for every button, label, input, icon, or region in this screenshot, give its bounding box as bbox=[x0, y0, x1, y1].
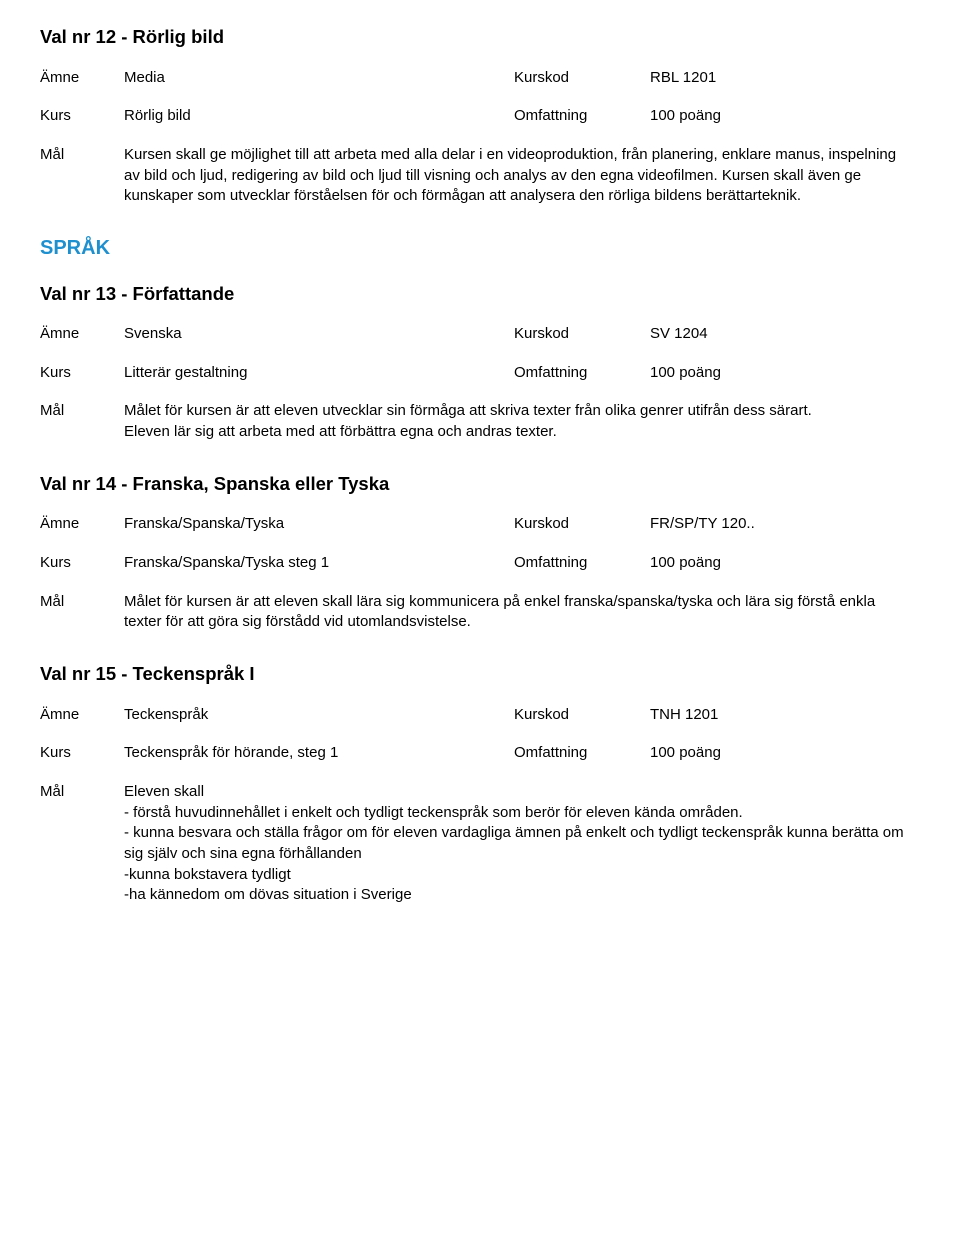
mal-row: Mål Målet för kursen är att eleven skall… bbox=[40, 592, 920, 633]
mal-content: Målet för kursen är att eleven utvecklar… bbox=[124, 401, 920, 442]
mal-content: Kursen skall ge möjlighet till att arbet… bbox=[124, 145, 920, 207]
omfattning-label: Omfattning bbox=[514, 553, 650, 574]
mal-row: Mål Eleven skall - förstå huvudinnehålle… bbox=[40, 782, 920, 906]
mal-text: Eleven lär sig att arbeta med att förbät… bbox=[124, 422, 916, 443]
kurskod-label: Kurskod bbox=[514, 705, 650, 726]
val-title: Val nr 12 - Rörlig bild bbox=[40, 24, 920, 50]
kurs-label: Kurs bbox=[40, 553, 124, 574]
subject-row: Ämne Svenska Kurskod SV 1204 bbox=[40, 324, 920, 345]
mal-text: Eleven skall bbox=[124, 782, 916, 803]
kurs-label: Kurs bbox=[40, 363, 124, 384]
mal-text: Målet för kursen är att eleven utvecklar… bbox=[124, 401, 916, 422]
mal-label: Mål bbox=[40, 401, 124, 442]
subject-value: Media bbox=[124, 68, 514, 89]
subject-row: Ämne Franska/Spanska/Tyska Kurskod FR/SP… bbox=[40, 514, 920, 535]
mal-row: Mål Kursen skall ge möjlighet till att a… bbox=[40, 145, 920, 207]
mal-label: Mål bbox=[40, 782, 124, 906]
course-row: Kurs Franska/Spanska/Tyska steg 1 Omfatt… bbox=[40, 553, 920, 574]
mal-text: -kunna bokstavera tydligt bbox=[124, 865, 916, 886]
kurskod-label: Kurskod bbox=[514, 68, 650, 89]
kurskod-value: FR/SP/TY 120.. bbox=[650, 514, 920, 535]
course-name: Rörlig bild bbox=[124, 106, 514, 127]
val-title: Val nr 13 - Författande bbox=[40, 281, 920, 307]
mal-content: Eleven skall - förstå huvudinnehållet i … bbox=[124, 782, 920, 906]
amne-label: Ämne bbox=[40, 68, 124, 89]
kurskod-value: TNH 1201 bbox=[650, 705, 920, 726]
course-name: Franska/Spanska/Tyska steg 1 bbox=[124, 553, 514, 574]
omfattning-label: Omfattning bbox=[514, 106, 650, 127]
kurs-label: Kurs bbox=[40, 743, 124, 764]
scope-value: 100 poäng bbox=[650, 363, 920, 384]
mal-text: Målet för kursen är att eleven skall lär… bbox=[124, 592, 916, 633]
course-row: Kurs Rörlig bild Omfattning 100 poäng bbox=[40, 106, 920, 127]
course-row: Kurs Litterär gestaltning Omfattning 100… bbox=[40, 363, 920, 384]
scope-value: 100 poäng bbox=[650, 106, 920, 127]
course-name: Teckenspråk för hörande, steg 1 bbox=[124, 743, 514, 764]
scope-value: 100 poäng bbox=[650, 743, 920, 764]
section-sprak: SPRÅK bbox=[40, 235, 920, 263]
subject-value: Franska/Spanska/Tyska bbox=[124, 514, 514, 535]
kurskod-label: Kurskod bbox=[514, 324, 650, 345]
amne-label: Ämne bbox=[40, 514, 124, 535]
mal-row: Mål Målet för kursen är att eleven utvec… bbox=[40, 401, 920, 442]
kurs-label: Kurs bbox=[40, 106, 124, 127]
val-title: Val nr 14 - Franska, Spanska eller Tyska bbox=[40, 471, 920, 497]
mal-text: -ha kännedom om dövas situation i Sverig… bbox=[124, 885, 916, 906]
mal-text: - förstå huvudinnehållet i enkelt och ty… bbox=[124, 803, 916, 824]
kurskod-value: RBL 1201 bbox=[650, 68, 920, 89]
course-name: Litterär gestaltning bbox=[124, 363, 514, 384]
kurskod-value: SV 1204 bbox=[650, 324, 920, 345]
course-block: Val nr 13 - Författande Ämne Svenska Kur… bbox=[40, 281, 920, 443]
mal-label: Mål bbox=[40, 592, 124, 633]
course-block: Val nr 12 - Rörlig bild Ämne Media Kursk… bbox=[40, 24, 920, 207]
omfattning-label: Omfattning bbox=[514, 363, 650, 384]
scope-value: 100 poäng bbox=[650, 553, 920, 574]
course-row: Kurs Teckenspråk för hörande, steg 1 Omf… bbox=[40, 743, 920, 764]
subject-row: Ämne Media Kurskod RBL 1201 bbox=[40, 68, 920, 89]
mal-content: Målet för kursen är att eleven skall lär… bbox=[124, 592, 920, 633]
subject-value: Teckenspråk bbox=[124, 705, 514, 726]
mal-text: Kursen skall ge möjlighet till att arbet… bbox=[124, 145, 916, 207]
kurskod-label: Kurskod bbox=[514, 514, 650, 535]
amne-label: Ämne bbox=[40, 705, 124, 726]
val-title: Val nr 15 - Teckenspråk I bbox=[40, 661, 920, 687]
subject-row: Ämne Teckenspråk Kurskod TNH 1201 bbox=[40, 705, 920, 726]
course-block: Val nr 15 - Teckenspråk I Ämne Teckenspr… bbox=[40, 661, 920, 906]
course-block: Val nr 14 - Franska, Spanska eller Tyska… bbox=[40, 471, 920, 633]
mal-label: Mål bbox=[40, 145, 124, 207]
mal-text: - kunna besvara och ställa frågor om för… bbox=[124, 823, 916, 864]
subject-value: Svenska bbox=[124, 324, 514, 345]
omfattning-label: Omfattning bbox=[514, 743, 650, 764]
amne-label: Ämne bbox=[40, 324, 124, 345]
